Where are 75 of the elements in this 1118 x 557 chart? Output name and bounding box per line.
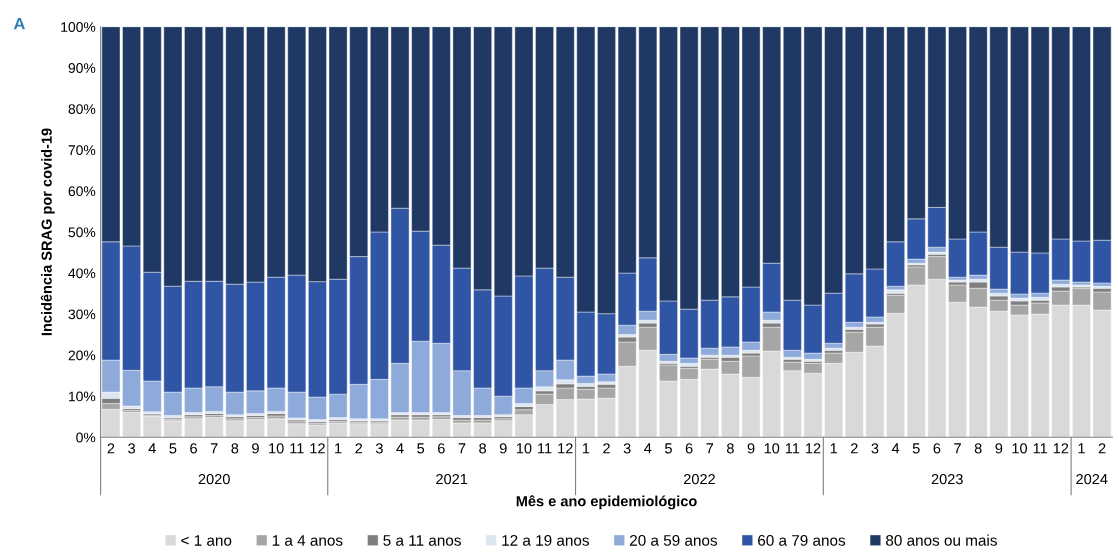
x-tick-label: 6 [438,443,445,454]
x-tick-label: 11 [538,443,552,454]
x-tick-label: 4 [644,443,652,454]
x-tick-label: 9 [499,443,507,454]
y-tick-label: 60% [68,186,96,197]
x-tick-label: 12 [806,443,821,454]
x-tick-label: 6 [685,443,693,454]
text: 2024 [1076,473,1108,485]
y-tick-label: 70% [68,145,96,156]
x-tick-label: 10 [764,443,780,454]
x-tick-label: 12 [1053,443,1069,454]
x-tick-label: 1 [830,443,837,454]
y-tick-label: 50% [68,227,96,238]
x-tick-label: 8 [974,443,982,454]
x-tick-label: 4 [891,443,900,454]
text: 2023 [931,473,963,485]
x-tick-label: 10 [516,443,532,454]
x-tick-label: 7 [954,443,961,454]
x-tick-label: 8 [231,443,239,454]
x-tick-label: 2 [355,443,363,454]
text: 2021 [436,473,468,485]
x-tick-label: 2 [603,443,610,454]
x-tick-label: 4 [396,443,404,454]
y-tick-label: 10% [69,391,96,402]
x-tick-label: 7 [706,443,714,454]
text: 2022 [683,473,715,485]
x-tick-label: 11 [290,443,304,454]
x-tick-label: 11 [1033,443,1047,454]
x-tick-label: 6 [933,443,941,454]
y-tick-label: 90% [68,63,96,73]
legend-label: < 1 ano [181,535,232,546]
x-tick-label: 10 [1012,443,1028,454]
x-tick-label: 1 [1078,443,1085,454]
y-tick-label: 0% [76,432,96,443]
x-tick-label: 4 [148,443,156,454]
legend-label: 60 a 79 anos [758,534,846,546]
x-tick-label: 3 [128,443,136,454]
x-tick-label: 5 [664,443,672,454]
x-tick-label: 5 [912,443,920,454]
x-tick-label: 9 [252,443,259,454]
text: A [13,17,26,30]
x-tick-label: 10 [269,443,284,454]
legend-label: 20 a 59 anos [630,534,718,546]
y-tick-label: 80% [68,104,96,115]
x-tick-label: 1 [582,443,590,454]
x-tick-label: 2 [850,443,858,454]
x-tick-label: 7 [210,443,218,454]
x-tick-label: 8 [479,443,487,454]
x-tick-label: 12 [558,443,573,454]
x-axis-title: Mês e ano epidemiológico [516,495,697,510]
text: 2020 [198,473,230,485]
x-tick-label: 6 [190,443,197,454]
x-tick-label: 5 [169,443,177,454]
x-tick-label: 9 [747,443,755,454]
legend-label: 1 a 4 anos [272,535,343,546]
x-tick-label: 5 [417,443,425,454]
legend-label: 12 a 19 anos [502,534,589,546]
y-tick-label: 40% [68,268,96,279]
y-tick-label: 100% [61,22,96,32]
x-tick-label: 3 [871,443,879,454]
x-tick-label: 2 [1098,443,1106,454]
y-axis-title: Incidência SRAG por covid-19 [40,128,55,336]
legend-label: 80 anos ou mais [886,534,997,546]
legend-label: 5 a 11 anos [383,535,461,546]
x-tick-label: 9 [995,443,1003,454]
x-tick-label: 3 [623,443,631,454]
y-tick-label: 30% [68,309,96,320]
x-tick-label: 1 [335,443,342,454]
y-tick-label: 20% [68,350,96,361]
x-tick-label: 7 [458,443,466,454]
x-tick-label: 11 [785,443,800,454]
x-tick-label: 8 [726,443,734,454]
x-tick-label: 12 [310,443,325,454]
x-tick-label: 2 [107,443,115,454]
x-tick-label: 3 [375,443,383,454]
